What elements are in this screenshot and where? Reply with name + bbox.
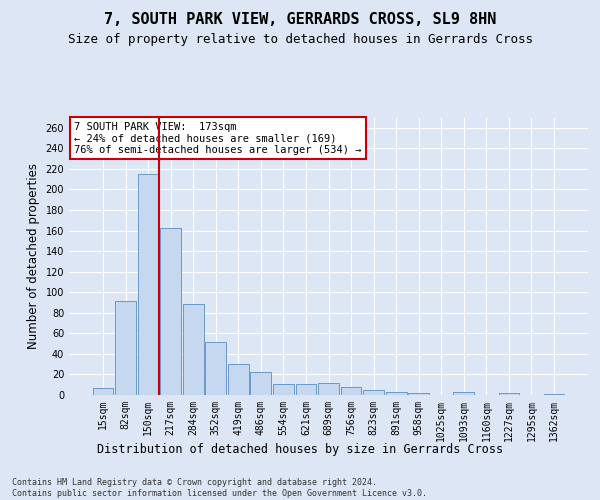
Text: 7 SOUTH PARK VIEW:  173sqm
← 24% of detached houses are smaller (169)
76% of sem: 7 SOUTH PARK VIEW: 173sqm ← 24% of detac… [74,122,362,155]
Bar [318,382,339,395]
Bar [183,304,203,395]
Bar [341,387,361,395]
Bar [250,372,271,395]
Bar [363,390,384,395]
Bar [205,342,226,395]
Bar [544,394,565,395]
Bar [409,393,429,395]
Bar [499,393,520,395]
Bar [228,364,248,395]
Bar [92,388,113,395]
Text: 7, SOUTH PARK VIEW, GERRARDS CROSS, SL9 8HN: 7, SOUTH PARK VIEW, GERRARDS CROSS, SL9 … [104,12,496,28]
Y-axis label: Number of detached properties: Number of detached properties [27,163,40,349]
Bar [160,228,181,395]
Bar [115,302,136,395]
Text: Distribution of detached houses by size in Gerrards Cross: Distribution of detached houses by size … [97,442,503,456]
Bar [137,174,158,395]
Bar [296,384,316,395]
Bar [454,392,474,395]
Text: Size of property relative to detached houses in Gerrards Cross: Size of property relative to detached ho… [67,32,533,46]
Bar [386,392,407,395]
Text: Contains HM Land Registry data © Crown copyright and database right 2024.
Contai: Contains HM Land Registry data © Crown c… [12,478,427,498]
Bar [273,384,294,395]
